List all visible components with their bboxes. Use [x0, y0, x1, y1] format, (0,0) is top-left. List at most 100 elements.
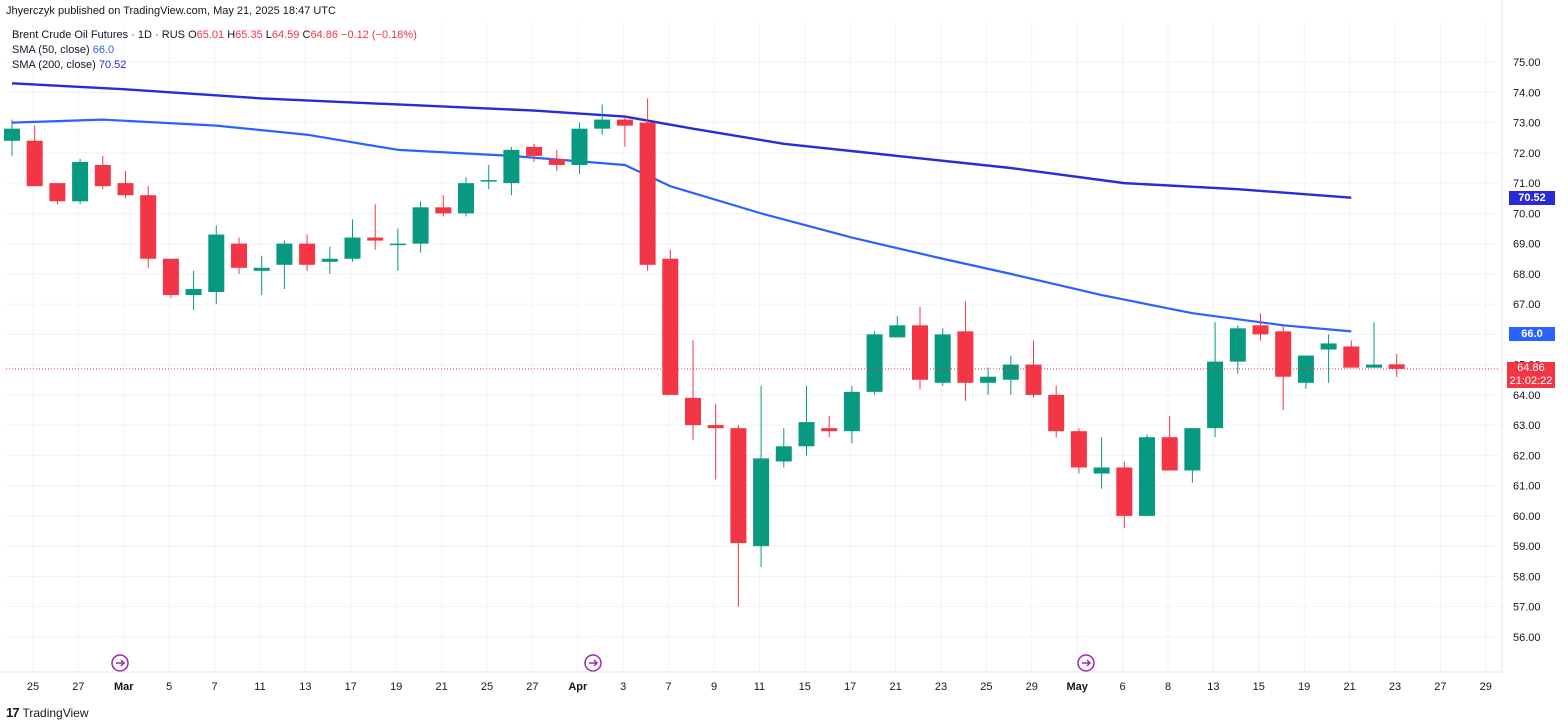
- candle-body: [1343, 346, 1360, 368]
- candle: [1229, 325, 1246, 374]
- tradingview-brand[interactable]: 17 TradingView: [6, 705, 89, 720]
- x-tick-label: 17: [345, 681, 357, 693]
- candle-body: [1366, 364, 1382, 368]
- x-tick-label: May: [1066, 681, 1088, 693]
- x-tick-label: 25: [980, 681, 992, 693]
- candle: [912, 307, 928, 389]
- candle: [934, 328, 951, 386]
- x-tick-label: 29: [1026, 681, 1038, 693]
- x-tick-label: 11: [254, 681, 265, 693]
- candle: [162, 258, 179, 299]
- candle-body: [662, 258, 679, 395]
- x-tick-label: 3: [620, 681, 626, 693]
- candle-body: [1070, 431, 1087, 468]
- candle: [957, 301, 974, 401]
- x-tick-label: 9: [711, 681, 717, 693]
- y-tick-label: 56.00: [1513, 632, 1541, 644]
- x-tick-label: 21: [435, 681, 447, 693]
- sma200-price-badge: 70.52: [1509, 190, 1555, 205]
- candle: [866, 331, 883, 395]
- candle: [526, 143, 543, 162]
- x-tick-label: 5: [166, 681, 172, 693]
- candle-body: [276, 243, 293, 265]
- candle: [571, 122, 588, 175]
- y-tick-label: 63.00: [1513, 420, 1541, 432]
- candle: [4, 119, 20, 156]
- candle: [548, 149, 565, 172]
- x-tick-label: 15: [1253, 681, 1265, 693]
- candle: [1139, 434, 1155, 516]
- y-tick-label: 58.00: [1513, 571, 1541, 583]
- candle-body: [1184, 428, 1201, 471]
- x-tick-label: 29: [1480, 681, 1492, 693]
- candle-body: [707, 425, 724, 429]
- low-value: 64.59: [271, 29, 300, 41]
- candle-body: [208, 234, 225, 293]
- candle-body: [1002, 364, 1019, 380]
- candle: [208, 225, 225, 305]
- y-tick-label: 60.00: [1513, 511, 1541, 523]
- x-tick-label: 11: [754, 681, 765, 693]
- candle-body: [389, 243, 406, 246]
- candle-body: [821, 428, 838, 432]
- candle-body: [503, 149, 520, 184]
- candle-body: [571, 128, 588, 165]
- chart-legend: Brent Crude Oil Futures · 1D · RUS O65.0…: [12, 28, 417, 73]
- candle-body: [1116, 467, 1133, 516]
- candle-body: [639, 122, 656, 265]
- x-tick-label: 13: [299, 681, 311, 693]
- x-tick-label: 13: [1207, 681, 1219, 693]
- x-tick-label: 21: [889, 681, 901, 693]
- ohlc-row: Brent Crude Oil Futures · 1D · RUS O65.0…: [12, 29, 417, 41]
- candle: [843, 385, 860, 444]
- y-tick-label: 57.00: [1513, 602, 1541, 614]
- y-tick-label: 64.00: [1513, 390, 1541, 402]
- sma50-line: [11, 118, 1352, 333]
- candle: [1252, 313, 1269, 341]
- candle-body: [775, 446, 792, 462]
- candle-body: [1275, 331, 1292, 377]
- x-tick-label: 19: [390, 681, 402, 693]
- candle: [140, 186, 157, 268]
- candle-body: [753, 458, 770, 547]
- candle: [753, 385, 770, 568]
- candle: [616, 116, 633, 147]
- candle: [480, 164, 497, 190]
- candle: [1366, 322, 1382, 368]
- candle-body: [162, 258, 179, 296]
- x-tick-label: 23: [935, 681, 947, 693]
- candle-body: [480, 180, 497, 182]
- candle: [1388, 354, 1405, 378]
- candle: [344, 219, 361, 262]
- candle: [1184, 428, 1201, 483]
- sma200-value: 70.52: [98, 59, 127, 71]
- candle-body: [594, 119, 611, 129]
- candle-body: [231, 243, 247, 268]
- candle: [1093, 437, 1110, 489]
- candle: [1116, 461, 1133, 528]
- candle-body: [866, 334, 883, 392]
- candle: [117, 171, 134, 199]
- sma200-line: [11, 82, 1352, 199]
- candle-body: [548, 158, 565, 165]
- candle: [389, 228, 406, 271]
- candle-body: [889, 325, 906, 338]
- y-tick-label: 67.00: [1513, 299, 1541, 311]
- candle-body: [435, 207, 452, 214]
- candle-body: [26, 140, 43, 187]
- candle-body: [367, 237, 384, 241]
- grid: [6, 22, 1500, 672]
- candle-body: [980, 376, 997, 383]
- candle-body: [1161, 437, 1178, 471]
- candle: [594, 104, 611, 135]
- candle: [639, 98, 656, 271]
- candle-body: [1207, 361, 1224, 429]
- y-tick-label: 71.00: [1513, 178, 1541, 190]
- candle-body: [1025, 364, 1042, 395]
- arrow-icon: [116, 659, 126, 667]
- sma50-label: SMA (50, close): [12, 44, 90, 56]
- sma50-row: SMA (50, close) 66.0: [12, 43, 417, 58]
- candle-body: [934, 334, 951, 383]
- candle-body: [1093, 467, 1110, 474]
